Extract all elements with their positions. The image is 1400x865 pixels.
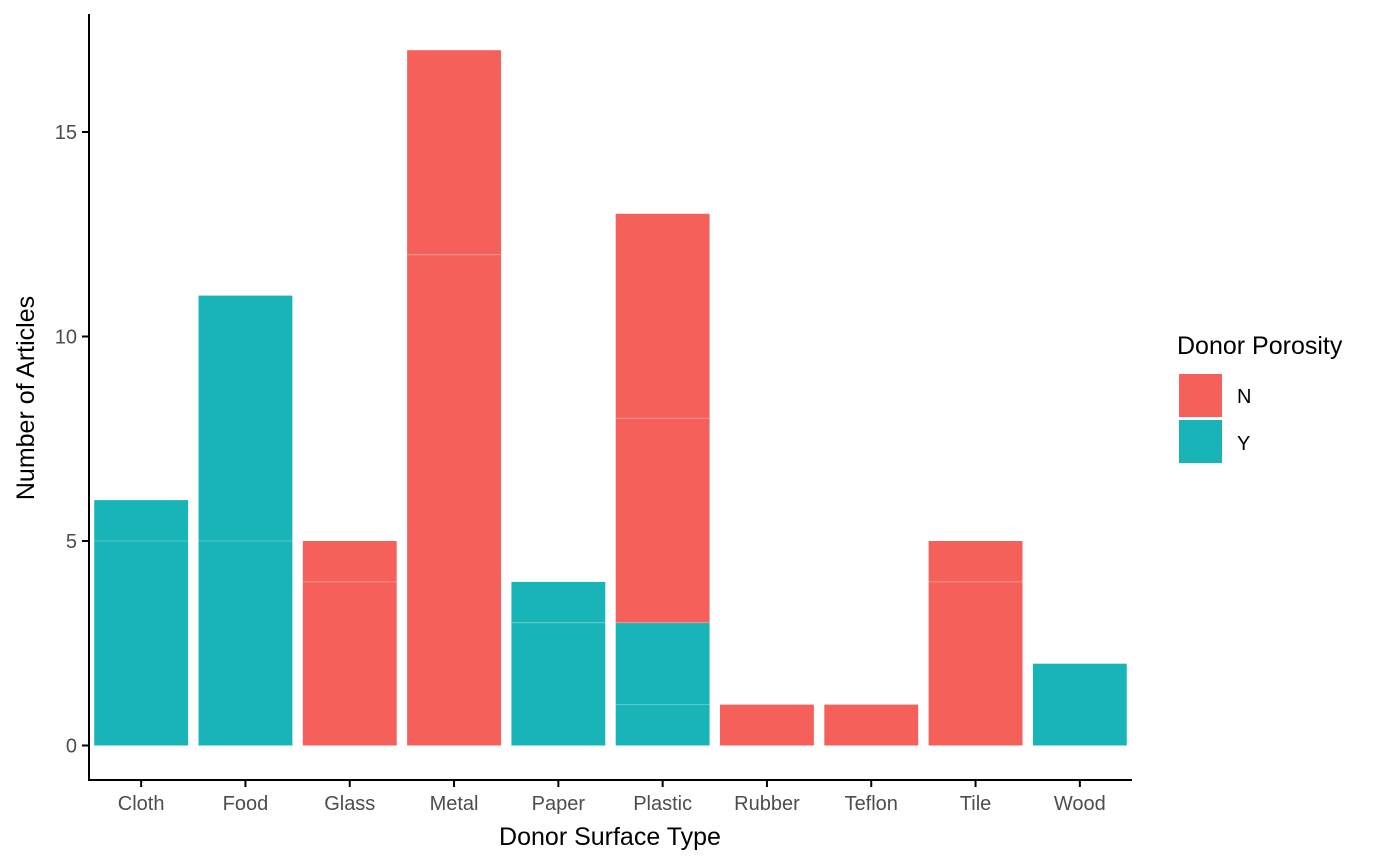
bar-segment-wood-y-18 bbox=[1032, 663, 1127, 746]
legend-label-n: N bbox=[1237, 386, 1251, 408]
x-tick-label-metal: Metal bbox=[430, 793, 479, 815]
x-tick-label-plastic: Plastic bbox=[633, 793, 692, 815]
bar-segment-cloth-y-1 bbox=[94, 500, 189, 541]
legend: Donor Porosity N Y bbox=[1177, 332, 1343, 463]
x-axis-title: Donor Surface Type bbox=[499, 823, 721, 851]
legend-swatch-y bbox=[1179, 420, 1222, 463]
bar-segment-paper-y-8 bbox=[511, 622, 606, 746]
y-tick-label-15: 15 bbox=[55, 122, 77, 144]
bar-segment-tile-n-17 bbox=[928, 541, 1023, 582]
y-tick-label-5: 5 bbox=[66, 531, 77, 553]
x-axis-ticks: Cloth Food Glass Metal Paper Plastic Rubber Tef… bbox=[118, 780, 1106, 815]
x-tick-label-glass: Glass bbox=[324, 793, 375, 815]
bar-segment-cloth-y-0 bbox=[94, 541, 189, 746]
x-tick-label-teflon: Teflon bbox=[845, 793, 898, 815]
bar-segment-tile-n-16 bbox=[928, 581, 1023, 746]
bar-segment-food-y-3 bbox=[198, 295, 293, 541]
bar-segment-plastic-n-13 bbox=[615, 213, 710, 419]
bar-segment-metal-n-7 bbox=[407, 50, 501, 255]
y-axis-title: Number of Articles bbox=[12, 296, 40, 500]
bars-layer bbox=[94, 50, 1127, 746]
bar-segment-food-y-2 bbox=[198, 541, 293, 746]
bar-segment-glass-n-4 bbox=[302, 581, 397, 746]
x-tick-label-cloth: Cloth bbox=[118, 793, 165, 815]
bar-segment-rubber-n-14 bbox=[720, 704, 814, 746]
y-tick-label-0: 0 bbox=[66, 736, 77, 758]
legend-swatch-n bbox=[1179, 374, 1222, 417]
x-tick-label-rubber: Rubber bbox=[734, 793, 800, 815]
bar-segment-plastic-y-10 bbox=[615, 704, 710, 746]
x-tick-label-food: Food bbox=[223, 793, 269, 815]
x-tick-label-wood: Wood bbox=[1054, 793, 1106, 815]
bar-segment-teflon-n-15 bbox=[824, 704, 919, 746]
x-tick-label-paper: Paper bbox=[532, 793, 586, 815]
y-axis-ticks: 0 5 10 15 bbox=[55, 122, 89, 758]
bar-segment-glass-n-5 bbox=[302, 541, 397, 582]
legend-label-y: Y bbox=[1237, 433, 1250, 455]
bar-segment-paper-y-9 bbox=[511, 581, 606, 623]
bar-segment-plastic-y-11 bbox=[615, 622, 710, 705]
bar-segment-plastic-n-12 bbox=[615, 418, 710, 623]
legend-title: Donor Porosity bbox=[1177, 332, 1343, 360]
x-tick-label-tile: Tile bbox=[960, 793, 991, 815]
bar-segment-metal-n-6 bbox=[407, 254, 501, 746]
y-tick-label-10: 10 bbox=[55, 327, 77, 349]
